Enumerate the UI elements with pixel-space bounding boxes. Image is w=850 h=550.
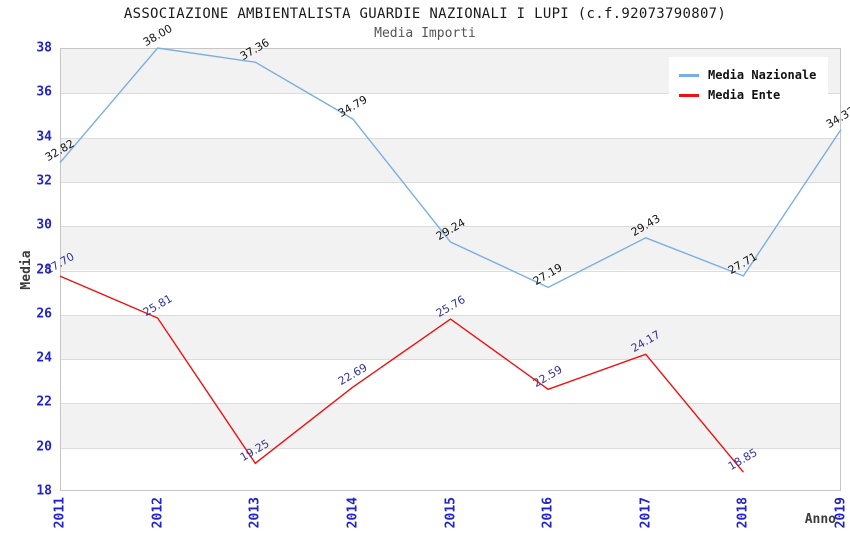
x-tick-label: 2013 [247,497,263,529]
plot-area [60,48,841,491]
x-tick-label: 2012 [150,497,166,529]
gridline [61,359,840,361]
gridline [61,447,840,449]
x-tick-label: 2014 [345,497,361,529]
legend: Media Nazionale Media Ente [669,57,829,113]
y-tick-label: 20 [36,439,52,455]
chart-title: ASSOCIAZIONE AMBIENTALISTA GUARDIE NAZIO… [123,6,727,22]
x-tick-label: 2018 [735,497,751,529]
legend-item-media-nazionale: Media Nazionale [679,65,816,85]
y-axis-title: Media [19,250,34,290]
y-tick-label: 30 [36,217,52,233]
y-tick-label: 38 [36,40,52,56]
plot-band [61,137,840,182]
y-tick-label: 22 [36,394,52,410]
x-tick-label: 2015 [443,497,458,529]
y-tick-label: 32 [36,173,52,189]
legend-label: Media Ente [708,88,781,102]
x-tick-label: 2017 [638,497,654,529]
plot-band [61,314,840,360]
x-tick-label: 2011 [52,497,68,529]
y-tick-label: 26 [36,306,52,322]
y-tick-label: 18 [36,483,52,499]
gridline [61,314,840,316]
legend-swatch-media-ente [679,93,699,97]
legend-item-media-ente: Media Ente [679,85,816,105]
gridline [61,403,840,405]
y-tick-label: 36 [36,84,52,100]
legend-swatch-media-nazionale [679,73,699,77]
x-tick-label: 2016 [540,497,556,529]
chart-subtitle: Media Importi [374,26,476,41]
gridline [61,270,840,272]
x-tick-label: 2019 [833,497,849,529]
gridline [61,137,840,139]
gridline [61,181,840,183]
y-tick-label: 24 [36,350,52,366]
y-tick-label: 34 [36,129,52,145]
plot-band [61,403,840,448]
x-axis-title: Anno [804,512,836,527]
legend-label: Media Nazionale [708,68,817,82]
y-tick-label: 28 [36,262,52,277]
